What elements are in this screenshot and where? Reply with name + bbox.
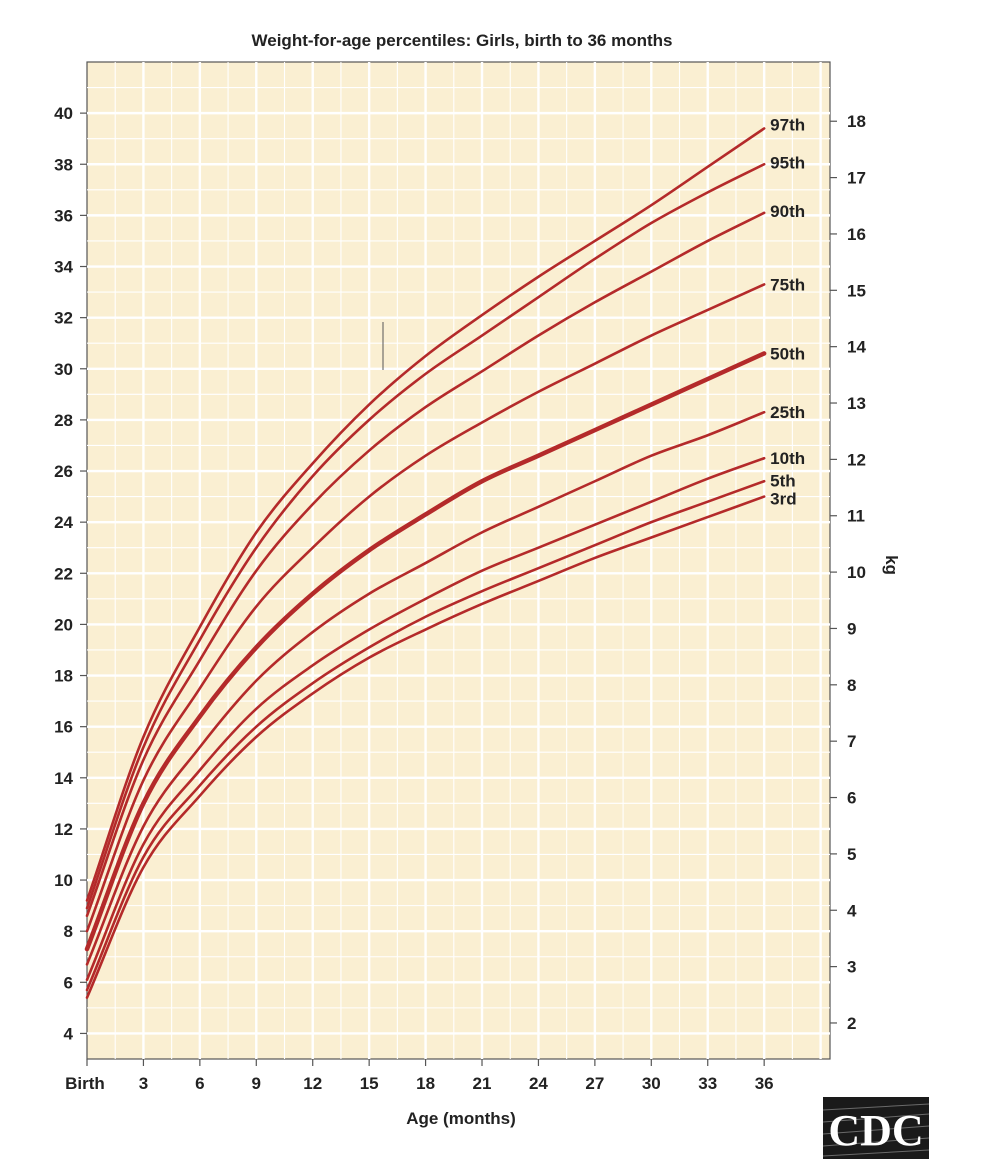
x-tick-label: 12 xyxy=(303,1074,322,1093)
y-left-tick-label: 4 xyxy=(64,1024,74,1043)
y-left-tick-label: 36 xyxy=(54,206,73,225)
y-left-tick-label: 38 xyxy=(54,155,73,174)
y-right-tick-label: 16 xyxy=(847,225,866,244)
series-label-5th: 5th xyxy=(770,471,796,490)
series-label-50th: 50th xyxy=(770,344,805,363)
series-label-95th: 95th xyxy=(770,153,805,172)
series-line-5th xyxy=(85,479,766,992)
y-right-tick-label: 18 xyxy=(847,112,866,131)
x-tick-label: 3 xyxy=(139,1074,148,1093)
tick-layer: Birth 3 6 9 12 15 18 21 24 27 30 33 3646810121416182… xyxy=(54,104,866,1093)
plot-area xyxy=(86,61,831,1060)
x-tick-label: 15 xyxy=(360,1074,379,1093)
y-right-tick-label: 3 xyxy=(847,958,856,977)
y-left-tick-label: 6 xyxy=(64,973,73,992)
y-right-tick-label: 14 xyxy=(847,338,866,357)
y-right-tick-label: 15 xyxy=(847,281,866,300)
x-tick-label: 6 xyxy=(195,1074,204,1093)
y-right-tick-label: 2 xyxy=(847,1014,856,1033)
y-right-tick-label: 6 xyxy=(847,789,856,808)
y-left-tick-label: 30 xyxy=(54,360,73,379)
chart-title: Weight-for-age percentiles: Girls, birth… xyxy=(252,31,673,50)
x-tick-label: 36 xyxy=(755,1074,774,1093)
x-tick-label: 18 xyxy=(416,1074,435,1093)
y-left-tick-label: 14 xyxy=(54,769,73,788)
grid-layer xyxy=(87,62,830,1059)
series-label-75th: 75th xyxy=(770,275,805,294)
series-label-3rd: 3rd xyxy=(770,490,796,509)
y-right-tick-label: 11 xyxy=(847,507,865,526)
y-right-tick-label: 9 xyxy=(847,619,856,638)
y-left-tick-label: 8 xyxy=(64,922,73,941)
y-right-tick-label: 10 xyxy=(847,563,866,582)
x-tick-label: Birth xyxy=(65,1074,105,1093)
x-axis-label: Age (months) xyxy=(406,1109,516,1128)
series-line-97th xyxy=(85,127,766,902)
y-left-tick-label: 10 xyxy=(54,871,73,890)
series-label-97th: 97th xyxy=(770,115,805,134)
x-tick-label: 30 xyxy=(642,1074,661,1093)
series-line-50th xyxy=(84,351,767,952)
series-line-95th xyxy=(85,162,766,910)
cdc-logo: CDC xyxy=(822,1097,930,1159)
y-left-tick-label: 12 xyxy=(54,820,73,839)
x-tick-label: 24 xyxy=(529,1074,548,1093)
y-right-tick-label: 8 xyxy=(847,676,856,695)
y-right-tick-label: 17 xyxy=(847,169,866,188)
series-line-90th xyxy=(85,211,766,918)
x-tick-label: 27 xyxy=(585,1074,604,1093)
x-tick-label: 9 xyxy=(252,1074,261,1093)
series-label-90th: 90th xyxy=(770,202,805,221)
y-left-tick-label: 28 xyxy=(54,411,73,430)
y-right-tick-label: 7 xyxy=(847,732,856,751)
y-left-tick-label: 32 xyxy=(54,309,73,328)
y-left-tick-label: 40 xyxy=(54,104,73,123)
series-line-10th xyxy=(85,456,766,982)
series-line-75th xyxy=(85,283,766,933)
y-left-tick-label: 26 xyxy=(54,462,73,481)
y-left-tick-label: 16 xyxy=(54,718,73,737)
y-right-tick-label: 4 xyxy=(847,901,857,920)
y-right-tick-label: 5 xyxy=(847,845,856,864)
series-label-10th: 10th xyxy=(770,449,805,468)
y-left-tick-label: 18 xyxy=(54,667,73,686)
x-tick-label: 33 xyxy=(698,1074,717,1093)
y-axis-label-right: kg xyxy=(882,555,901,575)
series-line-25th xyxy=(85,410,766,966)
y-left-tick-label: 22 xyxy=(54,564,73,583)
y-right-tick-label: 12 xyxy=(847,450,866,469)
y-left-tick-label: 20 xyxy=(54,615,73,634)
y-left-tick-label: 34 xyxy=(54,258,73,277)
y-left-tick-label: 24 xyxy=(54,513,73,532)
series-layer xyxy=(84,127,767,999)
cdc-logo-text: CDC xyxy=(828,1106,923,1155)
x-tick-label: 21 xyxy=(473,1074,492,1093)
series-line-3rd xyxy=(85,495,766,999)
series-label-25th: 25th xyxy=(770,403,805,422)
y-right-tick-label: 13 xyxy=(847,394,866,413)
